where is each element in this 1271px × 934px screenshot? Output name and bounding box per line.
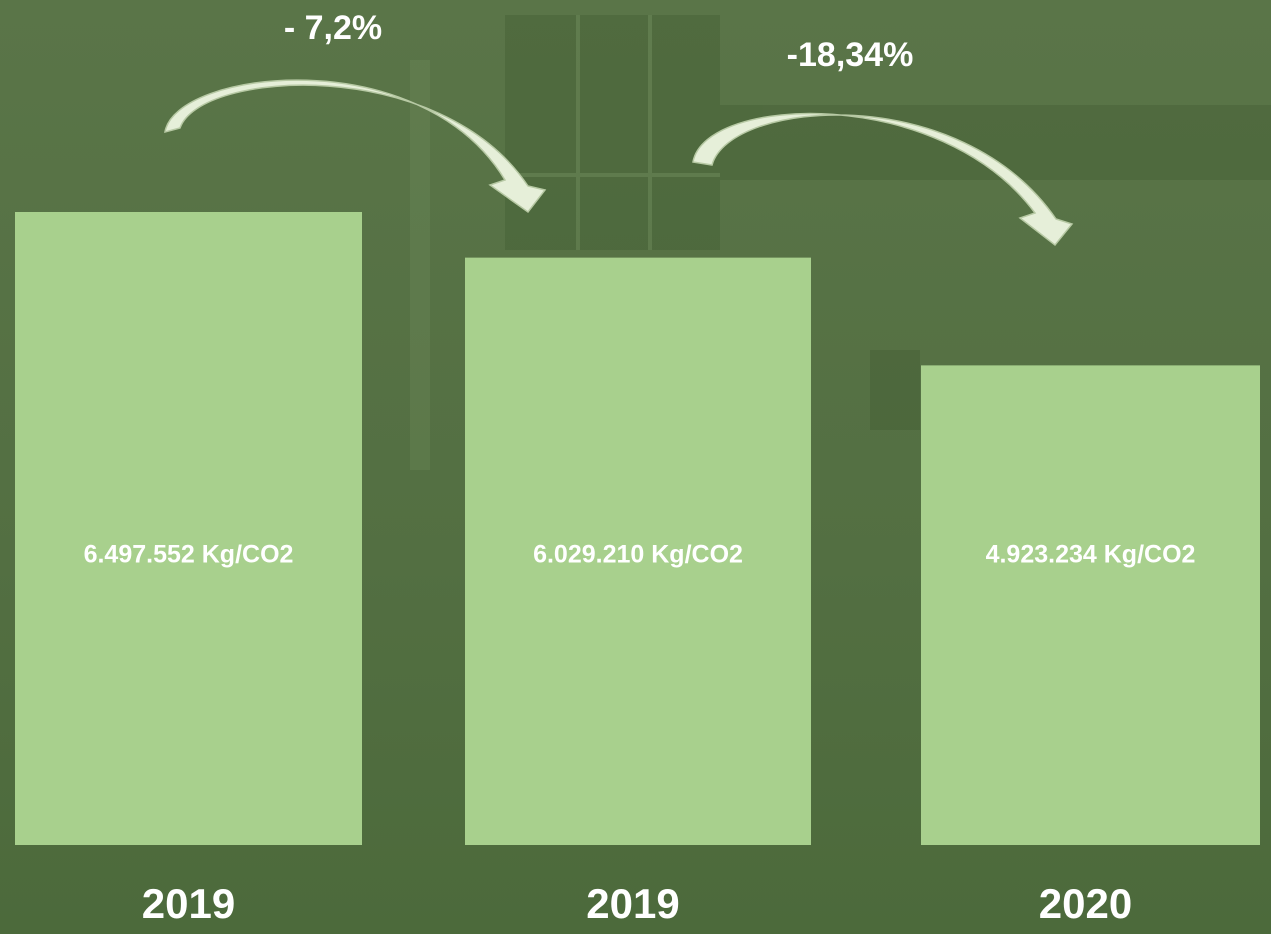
bar <box>921 365 1260 845</box>
page: - 7,2% -18,34% 6.497.552 Kg/CO2 2019 6.029… <box>0 0 1271 934</box>
x-tick-label: 2019 <box>142 880 235 927</box>
change-annotation: - 7,2% <box>284 9 382 47</box>
change-annotation: -18,34% <box>787 36 914 74</box>
value-label: 4.923.234 Kg/CO2 <box>986 541 1196 569</box>
bar <box>15 212 362 845</box>
value-label: 6.497.552 Kg/CO2 <box>84 541 294 569</box>
x-tick-label: 2019 <box>586 880 679 927</box>
x-tick-label: 2020 <box>1039 880 1132 927</box>
chart: - 7,2% -18,34% 6.497.552 Kg/CO2 2019 6.029… <box>0 0 1271 934</box>
value-label: 6.029.210 Kg/CO2 <box>533 541 743 569</box>
